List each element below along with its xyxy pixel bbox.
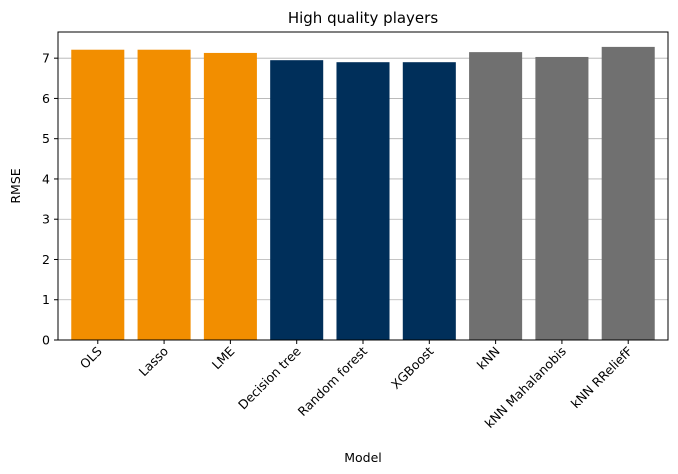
- y-tick-label: 6: [42, 91, 50, 106]
- x-tick-label: OLS: [77, 343, 105, 371]
- bar: [402, 62, 456, 341]
- x-tick-label: kNN RReliefF: [568, 344, 636, 412]
- x-tick-label: Decision tree: [235, 343, 304, 412]
- x-tick-label: Random forest: [295, 343, 371, 419]
- y-tick-label: 5: [42, 131, 50, 146]
- bar: [336, 62, 390, 341]
- y-tick-label: 4: [42, 171, 50, 186]
- bar: [601, 46, 655, 341]
- bar: [137, 49, 191, 341]
- y-tick-label: 0: [42, 333, 50, 348]
- bars: [71, 46, 655, 341]
- x-tick-label: kNN: [474, 344, 503, 373]
- y-tick-label: 7: [42, 51, 50, 66]
- bar: [535, 56, 589, 340]
- x-tick-label: XGBoost: [388, 343, 437, 392]
- x-tick-label: LME: [209, 343, 238, 372]
- bar: [469, 52, 523, 341]
- bar: [270, 60, 324, 340]
- y-tick-label: 1: [42, 292, 50, 307]
- y-axis: 0 1 2 3 4 5 6 7: [42, 51, 58, 348]
- y-tick-label: 2: [42, 252, 50, 267]
- bar: [71, 49, 125, 341]
- y-tick-label: 3: [42, 212, 50, 227]
- bar: [203, 52, 257, 341]
- chart-title: High quality players: [288, 9, 438, 27]
- x-tick-label: Lasso: [136, 344, 172, 380]
- y-axis-label: RMSE: [8, 168, 23, 203]
- x-axis-label: Model: [344, 450, 382, 465]
